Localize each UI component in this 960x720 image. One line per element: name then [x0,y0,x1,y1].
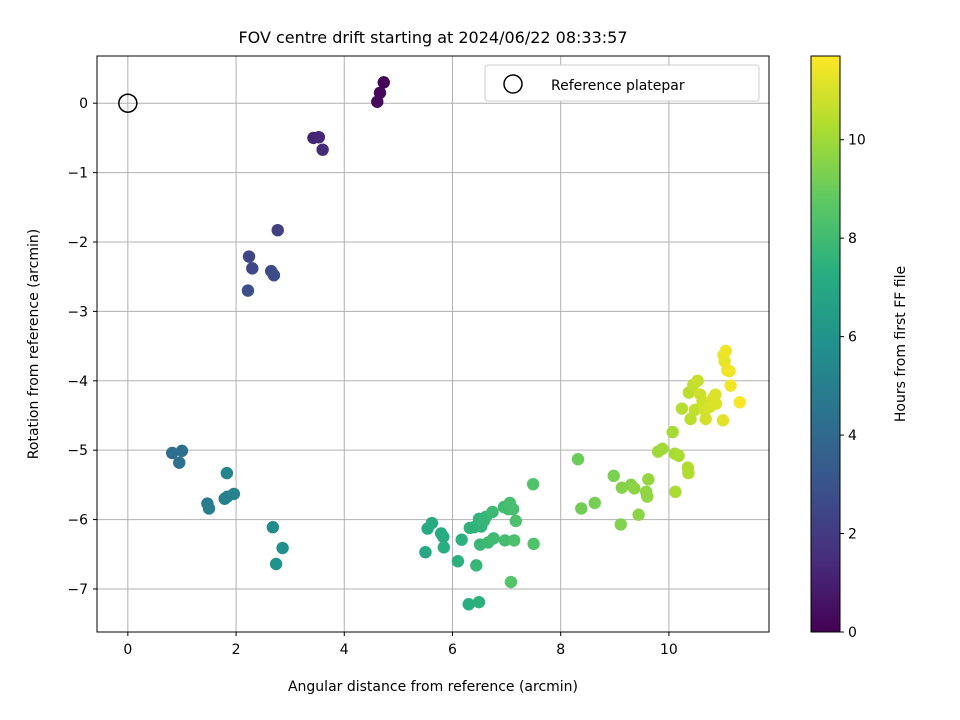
colorbar-gradient [810,55,841,633]
data-point [632,508,645,521]
data-point [575,502,588,515]
data-point [472,595,486,609]
colorbar-label: Hours from first FF file [893,266,909,422]
data-point [709,388,722,401]
colorbar-tick-label: 2 [848,527,857,543]
data-point [487,532,500,545]
data-point [709,397,723,410]
data-point [699,412,712,426]
legend-marker [503,74,523,94]
x-tick-label: 4 [340,642,349,658]
x-axis-ticks: 0 2 4 6 8 10 [123,632,678,658]
x-axis-label: Angular distance from reference (arcmin) [288,679,578,695]
data-point [719,344,732,358]
data-point [688,403,702,417]
data-point [723,364,736,378]
data-point [269,557,283,571]
x-tick-label: 6 [448,642,457,658]
data-point [716,414,730,427]
data-point [526,477,540,491]
data-point [316,143,329,156]
chart-title: FOV centre drift starting at 2024/06/22 … [238,28,627,47]
data-point [733,396,746,409]
data-point [166,446,179,460]
data-point [271,223,284,237]
data-point [641,490,654,503]
colorbar-tick-label: 6 [848,330,857,346]
data-point [371,95,384,109]
data-point [437,541,451,554]
grid-lines [97,56,769,632]
data-point [504,575,518,589]
data-point [470,559,483,572]
data-point [175,444,189,458]
data-point [691,374,704,387]
x-tick-label: 8 [556,642,565,658]
data-point [419,545,432,559]
data-point [227,487,241,501]
y-tick-label: 0 [79,96,88,112]
data-point [425,516,439,530]
data-point [656,442,669,455]
y-tick-label: −4 [67,374,88,390]
colorbar-tick-label: 10 [848,133,866,149]
data-point [220,466,234,480]
data-point [724,379,737,392]
data-points [166,76,746,611]
y-axis-ticks: 0 −1 −2 −3 −4 −5 −6 −7 [67,96,97,598]
data-point [242,250,256,263]
y-axis-label: Rotation from reference (arcmin) [26,229,42,459]
data-point [202,502,216,515]
data-point [266,521,280,534]
data-point [312,130,326,144]
plot-frame [96,55,770,633]
data-point [682,466,695,480]
colorbar-tick-label: 4 [848,428,857,444]
data-point [509,514,522,528]
data-point [267,269,281,282]
colorbar: 0 2 4 6 8 10 Hours from first FF file [810,55,909,641]
data-point [507,534,521,547]
data-point [241,284,255,297]
data-point [628,482,641,495]
data-point [571,453,585,466]
data-point [672,449,685,462]
colorbar-tick-label: 8 [848,231,857,247]
data-point [486,505,499,519]
y-tick-label: −3 [67,304,88,320]
data-point [588,496,601,510]
data-point [506,502,520,516]
legend-label: Reference platepar [551,78,685,94]
data-point [173,456,186,469]
data-point [276,541,289,555]
data-point [675,402,689,415]
data-point [437,530,450,544]
y-tick-label: −6 [67,513,88,529]
data-point [666,425,679,439]
legend: Reference platepar [484,64,760,102]
legend-box [484,64,760,102]
data-point [498,534,512,547]
y-tick-label: −5 [67,443,88,459]
data-point [669,485,682,499]
data-point [377,76,390,89]
data-point [527,537,540,551]
colorbar-tick-label: 0 [848,625,857,641]
data-point [607,469,620,483]
x-tick-label: 2 [232,642,241,658]
x-tick-label: 0 [123,642,132,658]
colorbar-ticks: 0 2 4 6 8 10 [840,133,866,641]
data-point [642,473,655,486]
reference-point-marker [118,93,138,113]
data-point [455,533,468,546]
data-point [462,598,475,611]
x-tick-label: 10 [660,642,678,658]
y-tick-label: −1 [67,166,88,182]
data-point [614,518,627,531]
y-tick-label: −2 [67,235,88,251]
data-point [246,262,259,275]
data-point [451,555,465,568]
y-tick-label: −7 [67,582,88,598]
